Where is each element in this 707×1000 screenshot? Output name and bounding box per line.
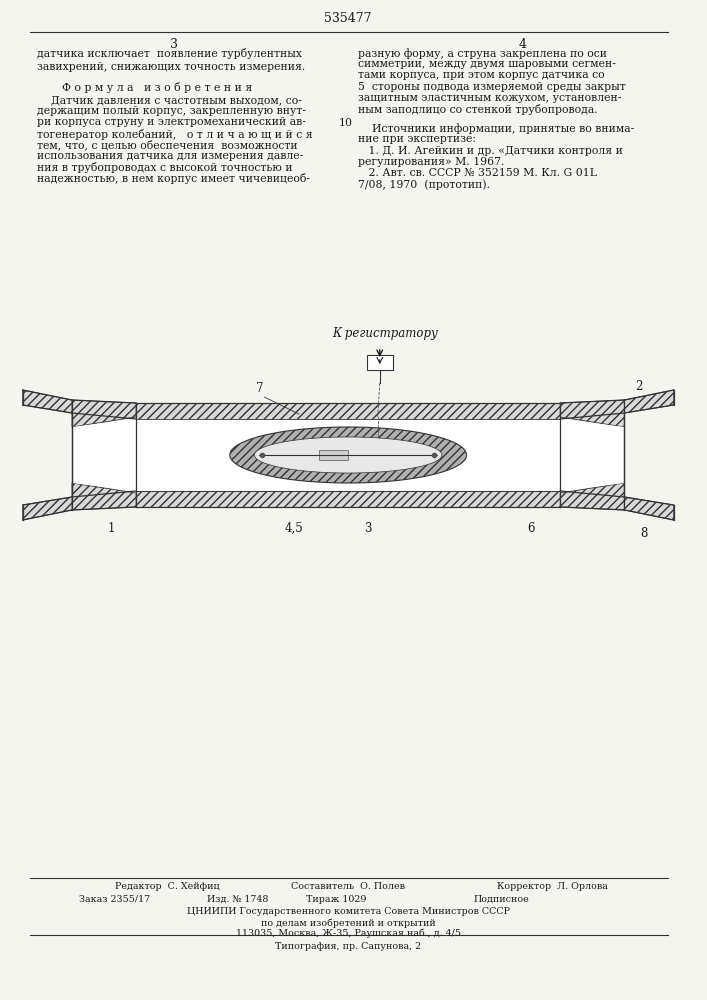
Text: надежностью, в нем корпус имеет чичевицеоб-: надежностью, в нем корпус имеет чичевице…	[37, 173, 310, 184]
Text: 3: 3	[364, 522, 372, 535]
Text: по делам изобретений и открытий: по делам изобретений и открытий	[261, 918, 436, 928]
Text: Подписное: Подписное	[474, 895, 530, 904]
Text: Типография, пр. Сапунова, 2: Типография, пр. Сапунова, 2	[275, 942, 421, 951]
Text: 3: 3	[170, 38, 177, 51]
Text: Тираж 1029: Тираж 1029	[305, 895, 366, 904]
Polygon shape	[72, 400, 136, 427]
Text: Источники информации, принятые во внима-: Источники информации, принятые во внима-	[358, 123, 634, 134]
Text: разную форму, а струна закреплена по оси: разную форму, а струна закреплена по оси	[358, 48, 607, 59]
Text: 2: 2	[636, 380, 643, 393]
Text: 113035, Москва, Ж-35, Раушская наб., д. 4/5: 113035, Москва, Ж-35, Раушская наб., д. …	[235, 929, 461, 938]
Polygon shape	[23, 497, 72, 520]
Text: регулирования» М. 1967.: регулирования» М. 1967.	[358, 157, 504, 167]
Polygon shape	[624, 390, 674, 413]
Text: 6: 6	[527, 522, 534, 535]
Text: ным заподлицо со стенкой трубопровода.: ным заподлицо со стенкой трубопровода.	[358, 104, 597, 115]
Polygon shape	[624, 497, 674, 520]
Text: Датчик давления с частотным выходом, со-: Датчик давления с частотным выходом, со-	[37, 95, 303, 105]
Polygon shape	[136, 419, 560, 491]
Polygon shape	[255, 437, 442, 473]
Text: ри корпуса струну и электромеханический ав-: ри корпуса струну и электромеханический …	[37, 117, 306, 127]
Text: Редактор  С. Хейфиц: Редактор С. Хейфиц	[115, 882, 220, 891]
Polygon shape	[230, 427, 467, 483]
Polygon shape	[560, 483, 624, 510]
Text: Составитель  О. Полев: Составитель О. Полев	[291, 882, 405, 891]
Polygon shape	[72, 419, 136, 491]
Text: 7/08, 1970  (прототип).: 7/08, 1970 (прототип).	[358, 179, 490, 190]
Text: 4,5: 4,5	[284, 522, 303, 535]
Text: тем, что, с целью обеспечения  возможности: тем, что, с целью обеспечения возможност…	[37, 140, 298, 151]
Text: тогенератор колебаний,   о т л и ч а ю щ и й с я: тогенератор колебаний, о т л и ч а ю щ и…	[37, 129, 313, 140]
Text: тами корпуса, при этом корпус датчика со: тами корпуса, при этом корпус датчика со	[358, 70, 604, 80]
Text: защитным эластичным кожухом, установлен-: защитным эластичным кожухом, установлен-	[358, 93, 621, 103]
Polygon shape	[23, 390, 72, 413]
Text: 10: 10	[338, 118, 352, 128]
Text: ние при экспертизе:: ние при экспертизе:	[358, 134, 476, 144]
Text: ния в трубопроводах с высокой точностью и: ния в трубопроводах с высокой точностью …	[37, 162, 293, 173]
Polygon shape	[560, 419, 624, 491]
Text: Корректор  Л. Орлова: Корректор Л. Орлова	[497, 882, 608, 891]
Text: датчика исключает  появление турбулентных
завихрений, снижающих точность измерен: датчика исключает появление турбулентных…	[37, 48, 305, 72]
Text: 4: 4	[519, 38, 527, 51]
Text: 2. Авт. св. СССР № 352159 М. Кл. G 01L: 2. Авт. св. СССР № 352159 М. Кл. G 01L	[358, 168, 597, 178]
Text: Заказ 2355/17: Заказ 2355/17	[79, 895, 150, 904]
Bar	[319, 450, 348, 460]
Text: Изд. № 1748: Изд. № 1748	[207, 895, 269, 904]
Text: симметрии, между двумя шаровыми сегмен-: симметрии, между двумя шаровыми сегмен-	[358, 59, 616, 69]
Polygon shape	[72, 483, 136, 510]
Text: 5  стороны подвода измеряемой среды закрыт: 5 стороны подвода измеряемой среды закры…	[358, 82, 626, 92]
Text: 8: 8	[641, 527, 648, 540]
Polygon shape	[136, 403, 560, 419]
Text: использования датчика для измерения давле-: использования датчика для измерения давл…	[37, 151, 304, 161]
Text: К регистратору: К регистратору	[332, 327, 438, 340]
Text: 7: 7	[256, 382, 263, 395]
Text: 1: 1	[107, 522, 115, 535]
Text: 1. Д. И. Агейкин и др. «Датчики контроля и: 1. Д. И. Агейкин и др. «Датчики контроля…	[358, 146, 623, 156]
FancyBboxPatch shape	[367, 355, 392, 370]
Text: ЦНИИПИ Государственного комитета Совета Министров СССР: ЦНИИПИ Государственного комитета Совета …	[187, 907, 510, 916]
Text: держащим полый корпус, закрепленную внут-: держащим полый корпус, закрепленную внут…	[37, 106, 306, 116]
Text: 535477: 535477	[325, 12, 372, 25]
Polygon shape	[560, 400, 624, 427]
Text: Ф о р м у л а   и з о б р е т е н и я: Ф о р м у л а и з о б р е т е н и я	[62, 82, 252, 93]
Polygon shape	[136, 491, 560, 507]
